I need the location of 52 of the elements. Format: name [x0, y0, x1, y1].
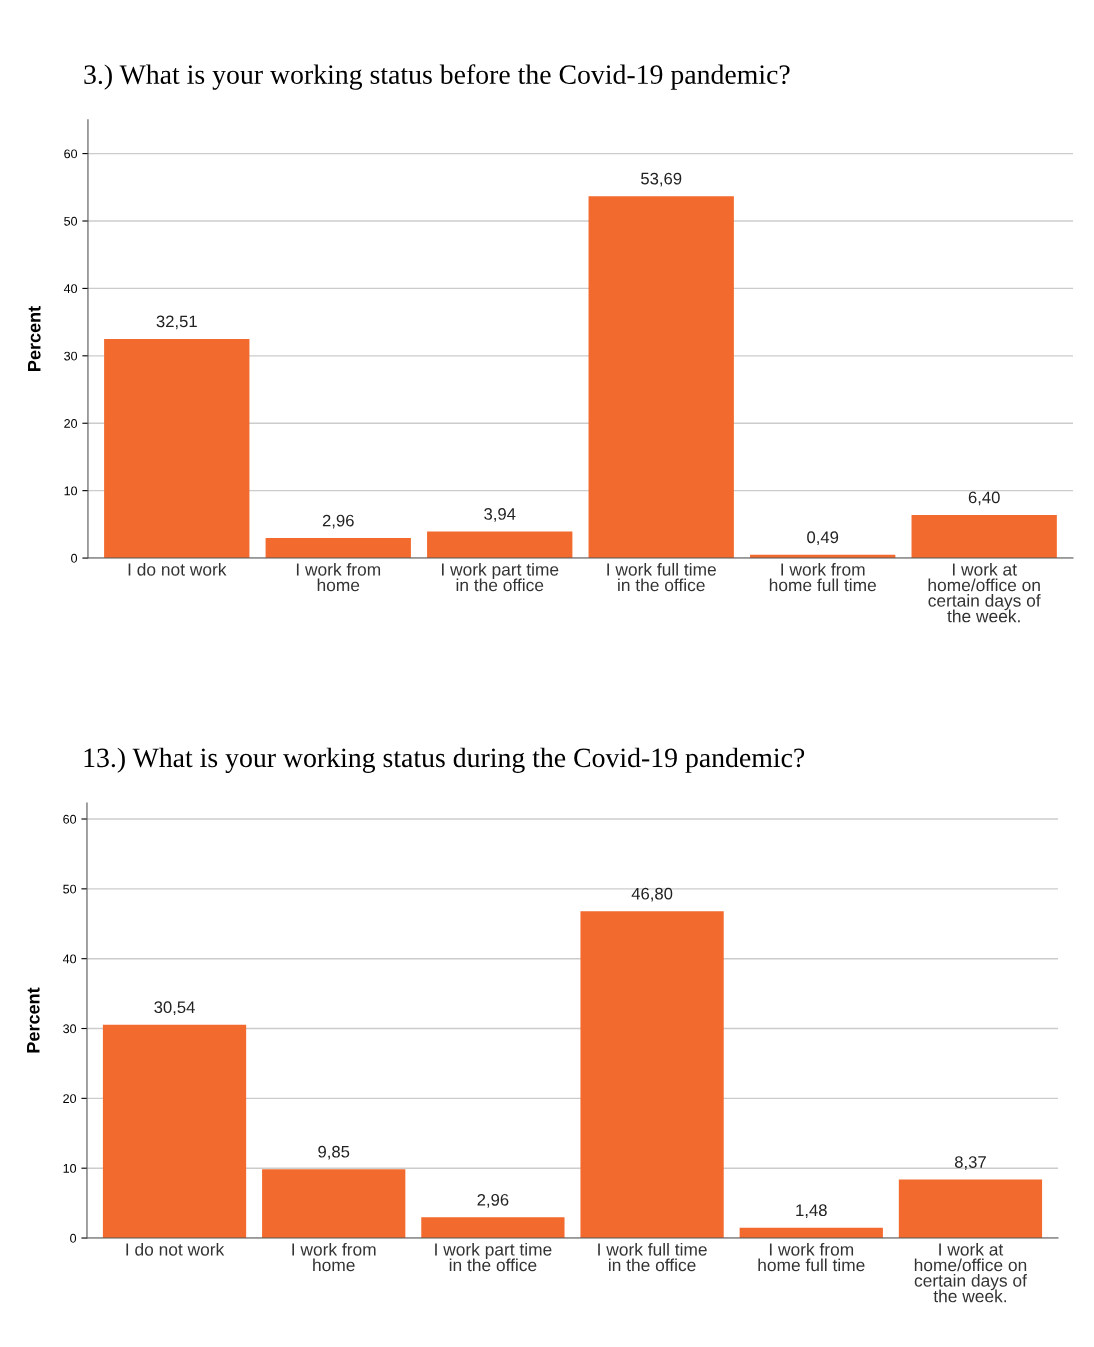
x-tick-label: I work part time in the office: [442, 562, 559, 592]
y-tick-label: 0: [71, 553, 78, 563]
data-label: 2,96: [322, 514, 354, 529]
data-label: 30,54: [154, 1001, 195, 1016]
y-tick-label: 20: [63, 1094, 77, 1104]
bar: [898, 1179, 1043, 1239]
data-label: 32,51: [156, 315, 197, 330]
x-tick-label: I do not work: [126, 1242, 225, 1256]
x-tick-label: I work part time in the office: [435, 1242, 552, 1272]
bar: [580, 911, 724, 1239]
bar: [421, 1217, 565, 1239]
data-label: 53,69: [641, 172, 682, 187]
y-axis-title: Percent: [28, 306, 41, 371]
bar: [262, 1169, 406, 1239]
y-tick-label: 60: [63, 814, 77, 824]
x-tick-label: I work from home full time: [758, 1242, 865, 1272]
chart-title: 13.) What is your working status during the Covid-19 pandemic?: [84, 747, 805, 773]
data-label: 0,49: [807, 531, 839, 546]
y-tick-label: 30: [63, 1024, 77, 1034]
bar: [427, 531, 573, 559]
y-tick-label: 50: [64, 216, 78, 226]
x-tick-label: I work full time in the office: [598, 1242, 707, 1272]
y-tick-label: 40: [62, 954, 77, 964]
y-tick-label: 20: [64, 419, 78, 428]
data-label: 3,94: [484, 508, 516, 522]
y-tick-label: 40: [63, 284, 78, 294]
x-tick-label: I work full time in the office: [607, 562, 716, 592]
x-tick-label: I do not work: [128, 562, 227, 576]
x-tick-label: I work from home full time: [769, 562, 876, 592]
data-label: 46,80: [631, 887, 673, 902]
data-label: 9,85: [318, 1145, 350, 1160]
data-label: 2,96: [477, 1193, 509, 1208]
y-tick-label: 0: [70, 1233, 77, 1243]
y-tick-label: 50: [63, 884, 77, 894]
bar: [265, 538, 411, 559]
bar: [588, 196, 734, 559]
chart-title: 3.) What is your working status before the Covid-19 pandemic?: [84, 64, 790, 90]
data-label: 6,40: [968, 491, 1000, 506]
x-tick-label: I work at home/office on certain days of the week.: [928, 562, 1041, 623]
bar: [104, 338, 250, 559]
y-tick-label: 30: [64, 351, 78, 361]
y-tick-label: 60: [64, 149, 78, 159]
bar: [102, 1024, 247, 1239]
x-tick-label: I work from home: [296, 562, 381, 592]
x-tick-label: I work from home: [292, 1242, 376, 1272]
data-label: 8,37: [954, 1156, 986, 1170]
y-tick-label: 10: [64, 486, 78, 496]
data-label: 1,48: [796, 1204, 827, 1219]
y-tick-label: 10: [63, 1163, 77, 1173]
x-tick-label: I work at home/office on certain days of the week.: [914, 1242, 1027, 1303]
y-axis-title: Percent: [27, 987, 40, 1053]
bar: [911, 514, 1057, 559]
